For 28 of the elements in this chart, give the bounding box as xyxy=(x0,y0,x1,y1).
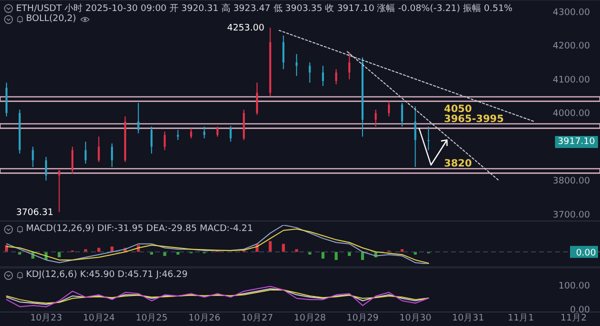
x-tick-label: 10月24 xyxy=(82,313,116,324)
text: BOLL(20,2) xyxy=(26,14,76,24)
x-tick-label: 11月1 xyxy=(508,313,534,324)
x-tick-label: 10月25 xyxy=(136,313,168,324)
annotation: 3917.10 xyxy=(554,136,598,148)
x-tick-label: 10月30 xyxy=(399,313,432,324)
x-tick-label: 10月23 xyxy=(30,313,62,324)
y-tick-label: 4100.00 xyxy=(552,75,590,86)
x-tick-label: 10月29 xyxy=(346,313,379,324)
y-tick-label: 3800.00 xyxy=(552,176,590,187)
x-tick-label: 10月28 xyxy=(294,313,326,324)
annotation: 4253.00 xyxy=(227,24,265,34)
band-label: 3820 xyxy=(444,158,472,170)
x-tick-label: 11月2 xyxy=(560,313,587,324)
chart-title: ETH/USDT 小时 2025-10-30 09:00 开 3920.31 高 3923.47 低 3903.35 收 3917.10 涨幅 -0.08%(-3.21) 振幅 0.51% xyxy=(16,2,512,14)
band-label: 3965-3995 xyxy=(444,114,504,125)
y-tick-label: 4200.00 xyxy=(552,42,590,52)
y-tick-label: 4300.00 xyxy=(552,8,590,18)
y-tick-label: 4000.00 xyxy=(552,109,590,120)
chart-title: MACD(12,26,9) DIF:-31.95 DEA:-29.85 MACD:-4.21 xyxy=(26,224,253,234)
y-tick-label: 3700.00 xyxy=(552,210,590,220)
annotation: 3706.31 xyxy=(16,208,54,218)
x-tick-label: 10月26 xyxy=(188,313,221,324)
x-tick-label: 10月31 xyxy=(452,313,484,324)
x-tick-label: 10月27 xyxy=(241,313,274,324)
chart-title: KDJ(12,6,6) K:45.90 D:45.71 J:46.29 xyxy=(26,270,188,280)
band-label: 4050 xyxy=(444,104,472,116)
y-tick-label: 100.00 xyxy=(558,281,590,292)
